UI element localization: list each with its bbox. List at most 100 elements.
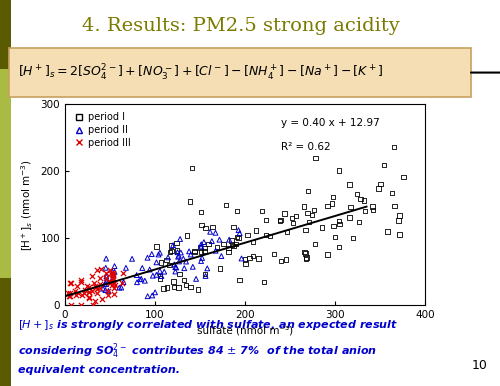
Point xyxy=(72,292,80,298)
Point xyxy=(308,212,316,218)
Point xyxy=(110,291,118,298)
Point xyxy=(102,270,110,276)
Point xyxy=(335,218,343,224)
Point xyxy=(174,284,182,291)
Point xyxy=(242,261,250,267)
Point xyxy=(188,165,196,171)
Point xyxy=(93,290,101,296)
Point xyxy=(106,280,114,286)
Point xyxy=(236,230,244,236)
Point xyxy=(109,276,117,283)
Point xyxy=(149,273,157,279)
Point xyxy=(88,288,96,294)
Point xyxy=(305,219,313,225)
Point xyxy=(172,264,180,271)
Point xyxy=(65,293,73,299)
Point xyxy=(138,276,145,282)
Point xyxy=(93,267,101,273)
Text: 10: 10 xyxy=(472,359,488,372)
Point xyxy=(302,254,310,261)
Point xyxy=(249,239,257,245)
Point xyxy=(138,265,146,271)
Point xyxy=(400,174,407,180)
Point xyxy=(132,272,140,278)
Point xyxy=(176,271,184,277)
Point xyxy=(198,255,206,261)
Point xyxy=(148,293,156,299)
Point xyxy=(292,213,300,219)
Point xyxy=(109,275,117,281)
Point xyxy=(104,288,112,294)
Text: y = 0.40 x + 12.97: y = 0.40 x + 12.97 xyxy=(281,118,380,128)
Point xyxy=(166,249,174,255)
Point xyxy=(186,284,194,290)
Point xyxy=(185,248,193,254)
Point xyxy=(276,218,284,224)
Point xyxy=(349,235,357,241)
Point xyxy=(206,229,214,235)
Point xyxy=(86,290,94,296)
Point xyxy=(152,259,160,266)
Point xyxy=(102,281,110,287)
Point xyxy=(234,235,242,241)
Point xyxy=(77,302,85,308)
Point xyxy=(260,279,268,285)
Point xyxy=(110,280,118,286)
Point xyxy=(104,288,112,294)
Point xyxy=(266,233,274,239)
Point xyxy=(329,194,337,200)
Point xyxy=(110,269,118,275)
Point xyxy=(180,256,188,262)
Point xyxy=(254,256,262,262)
Point xyxy=(74,290,82,296)
Point xyxy=(396,231,404,237)
Point xyxy=(156,268,164,274)
Point xyxy=(394,217,402,223)
Point xyxy=(246,255,254,261)
Point xyxy=(302,256,310,262)
Point xyxy=(232,241,240,247)
Point xyxy=(190,248,198,254)
Point xyxy=(390,203,398,209)
Point xyxy=(172,268,179,274)
Point xyxy=(166,262,173,268)
Point xyxy=(330,234,338,240)
Text: $[H+]_s$ is strongly correlated with sulfate, an expected result: $[H+]_s$ is strongly correlated with sul… xyxy=(18,318,398,332)
Point xyxy=(300,203,308,210)
Point xyxy=(289,220,297,226)
Point xyxy=(108,271,116,277)
Point xyxy=(77,279,85,285)
Point xyxy=(85,289,93,295)
Point xyxy=(222,201,230,208)
Point xyxy=(110,285,118,291)
Point xyxy=(201,271,209,277)
Point xyxy=(89,302,97,308)
Point xyxy=(164,254,172,261)
Point xyxy=(102,273,110,279)
Point xyxy=(249,253,257,259)
Point xyxy=(66,293,74,299)
Point xyxy=(186,198,194,205)
Text: considering SO$_4^{2-}$ contributes 84 $\pm$ 7%  of the total anion: considering SO$_4^{2-}$ contributes 84 $… xyxy=(18,342,378,361)
Point xyxy=(175,253,183,259)
Point xyxy=(133,279,141,285)
Point xyxy=(318,224,326,230)
Point xyxy=(186,251,194,257)
Point xyxy=(194,286,202,293)
Point xyxy=(118,284,126,291)
Point xyxy=(224,245,232,251)
Point xyxy=(98,296,106,302)
Point xyxy=(90,280,98,286)
Point xyxy=(162,284,170,290)
Point xyxy=(346,181,354,188)
Point xyxy=(233,234,241,240)
Point xyxy=(328,200,336,207)
Point xyxy=(158,273,166,279)
Point xyxy=(76,276,84,283)
Point xyxy=(238,256,246,262)
Point xyxy=(202,225,209,231)
Point xyxy=(288,215,296,221)
Point xyxy=(172,240,180,246)
Point xyxy=(262,217,270,223)
Point xyxy=(156,275,164,281)
